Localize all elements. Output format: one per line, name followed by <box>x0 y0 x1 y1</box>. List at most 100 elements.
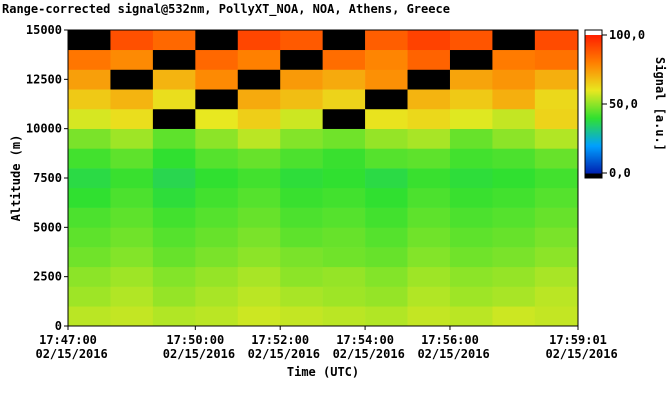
heatmap-cell <box>195 89 239 110</box>
heatmap-cell <box>280 89 323 110</box>
heatmap-cell <box>280 49 323 70</box>
heatmap-cell <box>152 306 196 327</box>
x-tick-label: 17:50:00 02/15/2016 <box>156 333 235 361</box>
heatmap-cell <box>407 187 451 208</box>
heatmap-cell <box>280 247 323 268</box>
heatmap-cell <box>365 286 408 307</box>
colorbar-bottom <box>585 173 602 178</box>
heatmap-cell <box>152 266 196 287</box>
heatmap-cell <box>152 49 196 70</box>
heatmap-cell <box>322 187 366 208</box>
heatmap-cell <box>365 266 408 287</box>
heatmap-cell <box>534 306 579 327</box>
heatmap-cell <box>195 187 239 208</box>
heatmap-cell <box>237 69 281 90</box>
colorbar-swatch <box>585 63 602 66</box>
heatmap-cell <box>407 49 451 70</box>
heatmap-cell <box>280 286 323 307</box>
colorbar-swatch <box>585 57 602 60</box>
heatmap-cell <box>110 30 154 51</box>
colorbar-swatch <box>585 59 602 62</box>
heatmap-cell <box>68 286 111 307</box>
heatmap-cell <box>534 266 579 287</box>
heatmap-cell <box>365 306 408 327</box>
heatmap-cell <box>322 89 366 110</box>
heatmap-cell <box>534 30 579 51</box>
heatmap-cell <box>152 69 196 90</box>
colorbar-swatch <box>585 127 602 130</box>
colorbar-top <box>585 30 602 35</box>
heatmap-cell <box>365 69 408 90</box>
heatmap-cell <box>152 187 196 208</box>
heatmap-cell <box>365 89 408 110</box>
heatmap-cell <box>534 89 579 110</box>
heatmap-cell <box>195 286 239 307</box>
heatmap-cell <box>322 247 366 268</box>
heatmap-cell <box>110 69 154 90</box>
heatmap-cell <box>322 306 366 327</box>
heatmap-cell <box>110 148 154 169</box>
heatmap-cell <box>237 266 281 287</box>
heatmap-cell <box>365 148 408 169</box>
heatmap-cell <box>110 266 154 287</box>
heatmap-cell <box>68 49 111 70</box>
heatmap-cell <box>449 108 493 129</box>
heatmap-cell <box>407 128 451 149</box>
heatmap-cell <box>280 187 323 208</box>
heatmap-cell <box>322 207 366 228</box>
colorbar-swatch <box>585 71 602 74</box>
heatmap-cell <box>280 168 323 189</box>
heatmap-cell <box>237 128 281 149</box>
heatmap-cell <box>407 168 451 189</box>
colorbar-swatch <box>585 43 602 46</box>
y-tick-label: 5000 <box>33 220 62 234</box>
colorbar-swatch <box>585 133 602 136</box>
colorbar-swatch <box>585 39 602 42</box>
heatmap-cell <box>237 207 281 228</box>
colorbar-swatch <box>585 117 602 120</box>
heatmap-cell <box>110 207 154 228</box>
heatmap-cell <box>365 187 408 208</box>
heatmap-cell <box>449 306 493 327</box>
heatmap-cell <box>280 207 323 228</box>
colorbar-swatch <box>585 37 602 40</box>
heatmap-cell <box>152 108 196 129</box>
colorbar-swatch <box>585 79 602 82</box>
heatmap-cell <box>195 168 239 189</box>
heatmap-cell <box>492 168 536 189</box>
heatmap-cell <box>492 266 536 287</box>
y-tick-label: 7500 <box>33 171 62 185</box>
heatmap-cell <box>492 30 536 51</box>
colorbar-swatch <box>585 123 602 126</box>
colorbar-swatch <box>585 111 602 114</box>
colorbar-swatch <box>585 167 602 170</box>
heatmap-cell <box>365 227 408 248</box>
heatmap-cell <box>407 30 451 51</box>
heatmap-cell <box>365 247 408 268</box>
colorbar-swatch <box>585 67 602 70</box>
heatmap-cell <box>237 49 281 70</box>
y-tick-label: 10000 <box>26 122 62 136</box>
heatmap-cell <box>365 168 408 189</box>
heatmap-cell <box>449 286 493 307</box>
heatmap-cell <box>534 227 579 248</box>
colorbar-swatch <box>585 105 602 108</box>
heatmap-cell <box>152 148 196 169</box>
colorbar-swatch <box>585 103 602 106</box>
heatmap-cell <box>195 207 239 228</box>
colorbar-swatch <box>585 139 602 142</box>
heatmap-cell <box>492 148 536 169</box>
heatmap-cell <box>407 306 451 327</box>
colorbar-swatch <box>585 145 602 148</box>
heatmap-cell <box>68 128 111 149</box>
heatmap-cell <box>449 49 493 70</box>
colorbar-swatch <box>585 157 602 160</box>
heatmap-cell <box>152 286 196 307</box>
heatmap-cell <box>280 227 323 248</box>
colorbar-swatch <box>585 149 602 152</box>
colorbar-swatch <box>585 135 602 138</box>
colorbar-swatch <box>585 169 602 172</box>
heatmap-cell <box>110 306 154 327</box>
